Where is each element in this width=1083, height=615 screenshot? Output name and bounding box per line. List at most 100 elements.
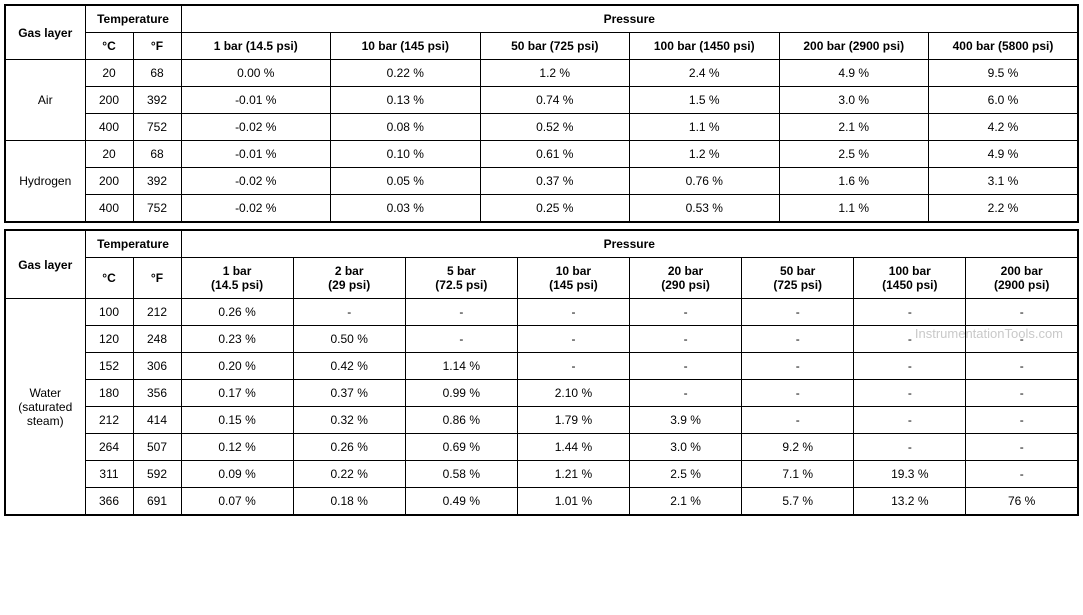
temp-f: 212: [133, 299, 181, 326]
value-cell: 0.07 %: [181, 488, 293, 516]
temp-f: 691: [133, 488, 181, 516]
table-row: 400752-0.02 %0.08 %0.52 %1.1 %2.1 %4.2 %: [5, 114, 1078, 141]
value-cell: 2.4 %: [630, 60, 780, 87]
header-temp-c: °C: [85, 258, 133, 299]
value-cell: 1.5 %: [630, 87, 780, 114]
table-row: 3115920.09 %0.22 %0.58 %1.21 %2.5 %7.1 %…: [5, 461, 1078, 488]
value-cell: -0.01 %: [181, 87, 331, 114]
temp-c: 200: [85, 168, 133, 195]
table-row: 400752-0.02 %0.03 %0.25 %0.53 %1.1 %2.2 …: [5, 195, 1078, 223]
temp-c: 20: [85, 60, 133, 87]
value-cell: 2.2 %: [929, 195, 1079, 223]
value-cell: 0.09 %: [181, 461, 293, 488]
value-cell: 0.50 %: [293, 326, 405, 353]
value-cell: 0.23 %: [181, 326, 293, 353]
value-cell: 0.49 %: [405, 488, 517, 516]
gas-label: Water(saturatedsteam): [5, 299, 85, 516]
value-cell: 0.22 %: [331, 60, 481, 87]
value-cell: -: [517, 326, 629, 353]
value-cell: 13.2 %: [854, 488, 966, 516]
header-pressure-col: 10 bar(145 psi): [517, 258, 629, 299]
header-gas-layer: Gas layer: [5, 5, 85, 60]
value-cell: -: [966, 299, 1078, 326]
value-cell: 0.08 %: [331, 114, 481, 141]
header-pressure-col: 200 bar (2900 psi): [779, 33, 929, 60]
value-cell: 5.7 %: [742, 488, 854, 516]
value-cell: 0.03 %: [331, 195, 481, 223]
temp-c: 100: [85, 299, 133, 326]
gas-label: Air: [5, 60, 85, 141]
header-temp-f: °F: [133, 33, 181, 60]
temp-c: 20: [85, 141, 133, 168]
value-cell: 2.10 %: [517, 380, 629, 407]
value-cell: 0.37 %: [480, 168, 630, 195]
value-cell: -: [966, 380, 1078, 407]
temp-c: 400: [85, 114, 133, 141]
temp-c: 400: [85, 195, 133, 223]
value-cell: 0.17 %: [181, 380, 293, 407]
value-cell: 3.9 %: [630, 407, 742, 434]
gas-table-2: Gas layer Temperature Pressure °C °F 1 b…: [4, 229, 1079, 516]
header-pressure-col: 5 bar(72.5 psi): [405, 258, 517, 299]
value-cell: 2.1 %: [630, 488, 742, 516]
value-cell: 1.79 %: [517, 407, 629, 434]
value-cell: -: [742, 407, 854, 434]
value-cell: 0.37 %: [293, 380, 405, 407]
value-cell: 3.1 %: [929, 168, 1079, 195]
value-cell: 2.5 %: [779, 141, 929, 168]
header-pressure-col: 100 bar(1450 psi): [854, 258, 966, 299]
gas-table-1: Gas layer Temperature Pressure °C °F 1 b…: [4, 4, 1079, 223]
header-pressure-col: 400 bar (5800 psi): [929, 33, 1079, 60]
value-cell: -: [293, 299, 405, 326]
header-temp-f: °F: [133, 258, 181, 299]
temp-c: 120: [85, 326, 133, 353]
temp-f: 248: [133, 326, 181, 353]
table-row: 1523060.20 %0.42 %1.14 %-----: [5, 353, 1078, 380]
value-cell: -: [742, 353, 854, 380]
table-row: Water(saturatedsteam)1002120.26 %-------: [5, 299, 1078, 326]
value-cell: -: [742, 326, 854, 353]
table-row: 1803560.17 %0.37 %0.99 %2.10 %----: [5, 380, 1078, 407]
temp-f: 752: [133, 195, 181, 223]
value-cell: -: [630, 353, 742, 380]
value-cell: 0.76 %: [630, 168, 780, 195]
header-pressure-col: 1 bar(14.5 psi): [181, 258, 293, 299]
temp-f: 306: [133, 353, 181, 380]
temp-c: 180: [85, 380, 133, 407]
table-row: 1202480.23 %0.50 %------: [5, 326, 1078, 353]
value-cell: 3.0 %: [630, 434, 742, 461]
value-cell: 1.2 %: [480, 60, 630, 87]
value-cell: 0.20 %: [181, 353, 293, 380]
temp-f: 68: [133, 141, 181, 168]
header-pressure-col: 50 bar (725 psi): [480, 33, 630, 60]
value-cell: 2.5 %: [630, 461, 742, 488]
value-cell: -: [966, 407, 1078, 434]
value-cell: 4.9 %: [929, 141, 1079, 168]
value-cell: -0.02 %: [181, 114, 331, 141]
value-cell: 0.26 %: [293, 434, 405, 461]
value-cell: 0.86 %: [405, 407, 517, 434]
value-cell: 6.0 %: [929, 87, 1079, 114]
table-row: 200392-0.02 %0.05 %0.37 %0.76 %1.6 %3.1 …: [5, 168, 1078, 195]
header-pressure: Pressure: [181, 230, 1078, 258]
value-cell: 0.52 %: [480, 114, 630, 141]
temp-f: 507: [133, 434, 181, 461]
value-cell: -: [854, 353, 966, 380]
value-cell: 0.15 %: [181, 407, 293, 434]
temp-c: 200: [85, 87, 133, 114]
value-cell: -: [966, 461, 1078, 488]
table-row: Hydrogen2068-0.01 %0.10 %0.61 %1.2 %2.5 …: [5, 141, 1078, 168]
value-cell: 2.1 %: [779, 114, 929, 141]
value-cell: 3.0 %: [779, 87, 929, 114]
value-cell: 9.2 %: [742, 434, 854, 461]
value-cell: 4.2 %: [929, 114, 1079, 141]
temp-f: 392: [133, 168, 181, 195]
value-cell: -: [405, 326, 517, 353]
table-row: 2124140.15 %0.32 %0.86 %1.79 %3.9 %---: [5, 407, 1078, 434]
value-cell: -: [854, 380, 966, 407]
value-cell: 0.26 %: [181, 299, 293, 326]
value-cell: 1.21 %: [517, 461, 629, 488]
value-cell: -: [517, 299, 629, 326]
value-cell: 9.5 %: [929, 60, 1079, 87]
value-cell: -0.01 %: [181, 141, 331, 168]
